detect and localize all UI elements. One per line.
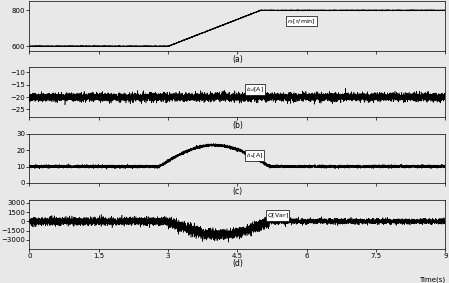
X-axis label: (a): (a) bbox=[232, 55, 243, 64]
Text: $n_r$[r/min]: $n_r$[r/min] bbox=[287, 17, 316, 25]
Text: $i_{2d}$[A]: $i_{2d}$[A] bbox=[246, 85, 264, 94]
X-axis label: (d): (d) bbox=[232, 259, 243, 268]
X-axis label: (c): (c) bbox=[232, 187, 242, 196]
X-axis label: (b): (b) bbox=[232, 121, 243, 130]
Text: $Q$[Var]: $Q$[Var] bbox=[267, 211, 289, 220]
Text: $i_{1s}$[A]: $i_{1s}$[A] bbox=[246, 151, 264, 160]
Text: Time(s): Time(s) bbox=[419, 276, 445, 283]
